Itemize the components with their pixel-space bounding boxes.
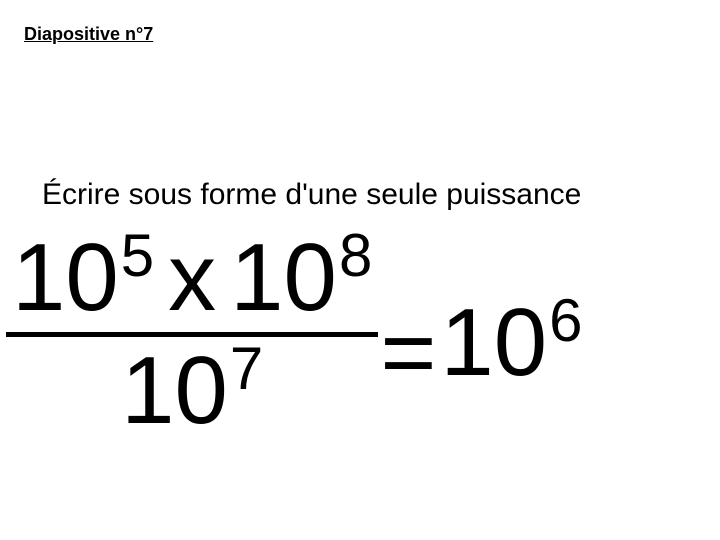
denom-exp: 7	[230, 339, 263, 399]
times-operator: x	[168, 230, 216, 326]
fraction: 10 5 x 10 8 10 7	[6, 230, 378, 439]
numerator: 10 5 x 10 8	[6, 230, 378, 337]
num-left-exp: 5	[121, 226, 154, 286]
equals-sign: =	[380, 305, 436, 401]
result: 10 6	[440, 295, 582, 391]
slide-title: Diapositive n°7	[24, 24, 153, 45]
denom-base: 10	[121, 343, 228, 439]
num-left-base: 10	[12, 230, 119, 326]
result-exp: 6	[549, 291, 582, 351]
equation: 10 5 x 10 8 10 7 = 10 6	[6, 230, 583, 439]
result-base: 10	[440, 295, 547, 391]
denominator: 10 7	[121, 337, 263, 439]
num-right-exp: 8	[339, 226, 372, 286]
num-right-base: 10	[230, 230, 337, 326]
slide: Diapositive n°7 Écrire sous forme d'une …	[0, 0, 720, 540]
instruction-text: Écrire sous forme d'une seule puissance	[42, 178, 581, 212]
